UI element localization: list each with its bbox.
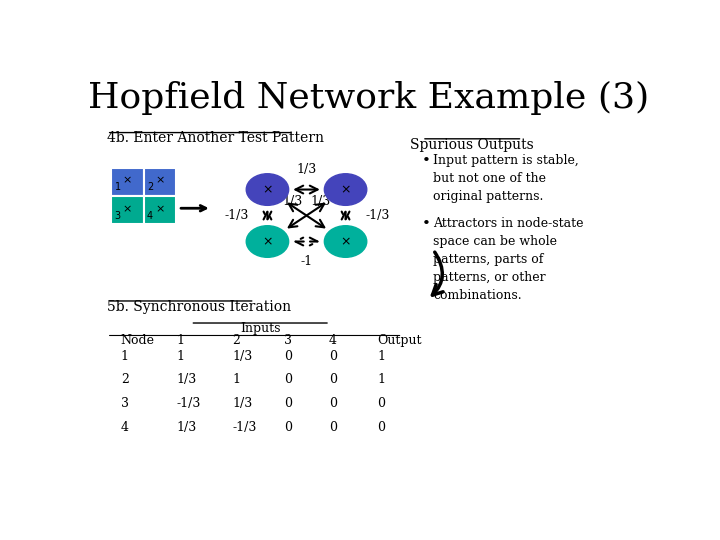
Text: ×: ×: [122, 176, 132, 186]
FancyBboxPatch shape: [143, 167, 176, 196]
Text: 2: 2: [147, 183, 153, 192]
Text: Inputs: Inputs: [240, 322, 281, 335]
Text: 1: 1: [121, 349, 129, 363]
Text: ×: ×: [262, 235, 273, 248]
Text: 0: 0: [377, 397, 385, 410]
Text: 1: 1: [233, 373, 240, 386]
Text: 1/3: 1/3: [297, 163, 317, 176]
Text: ×: ×: [341, 235, 351, 248]
Text: 1/3: 1/3: [176, 421, 197, 434]
FancyBboxPatch shape: [111, 167, 143, 196]
Text: 0: 0: [284, 397, 292, 410]
Text: 4: 4: [329, 334, 337, 347]
Text: 3: 3: [284, 334, 292, 347]
Text: ×: ×: [341, 183, 351, 196]
Text: 1: 1: [176, 334, 184, 347]
Text: 4: 4: [147, 211, 153, 221]
Text: ×: ×: [155, 204, 164, 214]
Circle shape: [246, 226, 289, 258]
Text: 1/3: 1/3: [282, 195, 302, 208]
Text: Spurious Outputs: Spurious Outputs: [410, 138, 534, 152]
Text: 1/3: 1/3: [233, 349, 253, 363]
Text: 1: 1: [176, 349, 184, 363]
Circle shape: [246, 174, 289, 205]
Text: -1/3: -1/3: [225, 209, 249, 222]
Text: 0: 0: [329, 421, 337, 434]
FancyBboxPatch shape: [111, 196, 143, 224]
FancyArrowPatch shape: [433, 252, 443, 295]
Text: 4: 4: [121, 421, 129, 434]
Text: 1/3: 1/3: [176, 373, 197, 386]
Text: •: •: [422, 154, 431, 168]
Text: Node: Node: [121, 334, 155, 347]
Text: 0: 0: [284, 373, 292, 386]
Text: 2: 2: [233, 334, 240, 347]
Text: 2: 2: [121, 373, 129, 386]
Text: 1: 1: [114, 183, 121, 192]
Text: 1: 1: [377, 373, 385, 386]
Text: Attractors in node-state
space can be whole
patterns, parts of
patterns, or othe: Attractors in node-state space can be wh…: [433, 217, 584, 301]
Text: 0: 0: [377, 421, 385, 434]
Text: 0: 0: [284, 349, 292, 363]
Text: Hopfield Network Example (3): Hopfield Network Example (3): [89, 82, 649, 116]
Text: -1/3: -1/3: [366, 209, 390, 222]
Circle shape: [324, 174, 366, 205]
Text: 3: 3: [114, 211, 121, 221]
Text: 0: 0: [329, 397, 337, 410]
Text: •: •: [422, 217, 431, 231]
Text: 4b. Enter Another Test Pattern: 4b. Enter Another Test Pattern: [107, 131, 324, 145]
Circle shape: [324, 226, 366, 258]
Text: 1: 1: [377, 349, 385, 363]
Text: 0: 0: [284, 421, 292, 434]
FancyBboxPatch shape: [143, 196, 176, 224]
Text: Output: Output: [377, 334, 422, 347]
Text: ×: ×: [155, 176, 164, 186]
Text: Input pattern is stable,
but not one of the
original patterns.: Input pattern is stable, but not one of …: [433, 154, 579, 203]
Text: ×: ×: [122, 204, 132, 214]
Text: -1: -1: [300, 254, 312, 267]
Text: -1/3: -1/3: [176, 397, 201, 410]
Text: 0: 0: [329, 349, 337, 363]
Text: 0: 0: [329, 373, 337, 386]
Text: 1/3: 1/3: [233, 397, 253, 410]
Text: 3: 3: [121, 397, 129, 410]
Text: ×: ×: [262, 183, 273, 196]
Text: 5b. Synchronous Iteration: 5b. Synchronous Iteration: [107, 300, 291, 314]
Text: -1/3: -1/3: [233, 421, 256, 434]
Text: 1/3: 1/3: [310, 195, 330, 208]
